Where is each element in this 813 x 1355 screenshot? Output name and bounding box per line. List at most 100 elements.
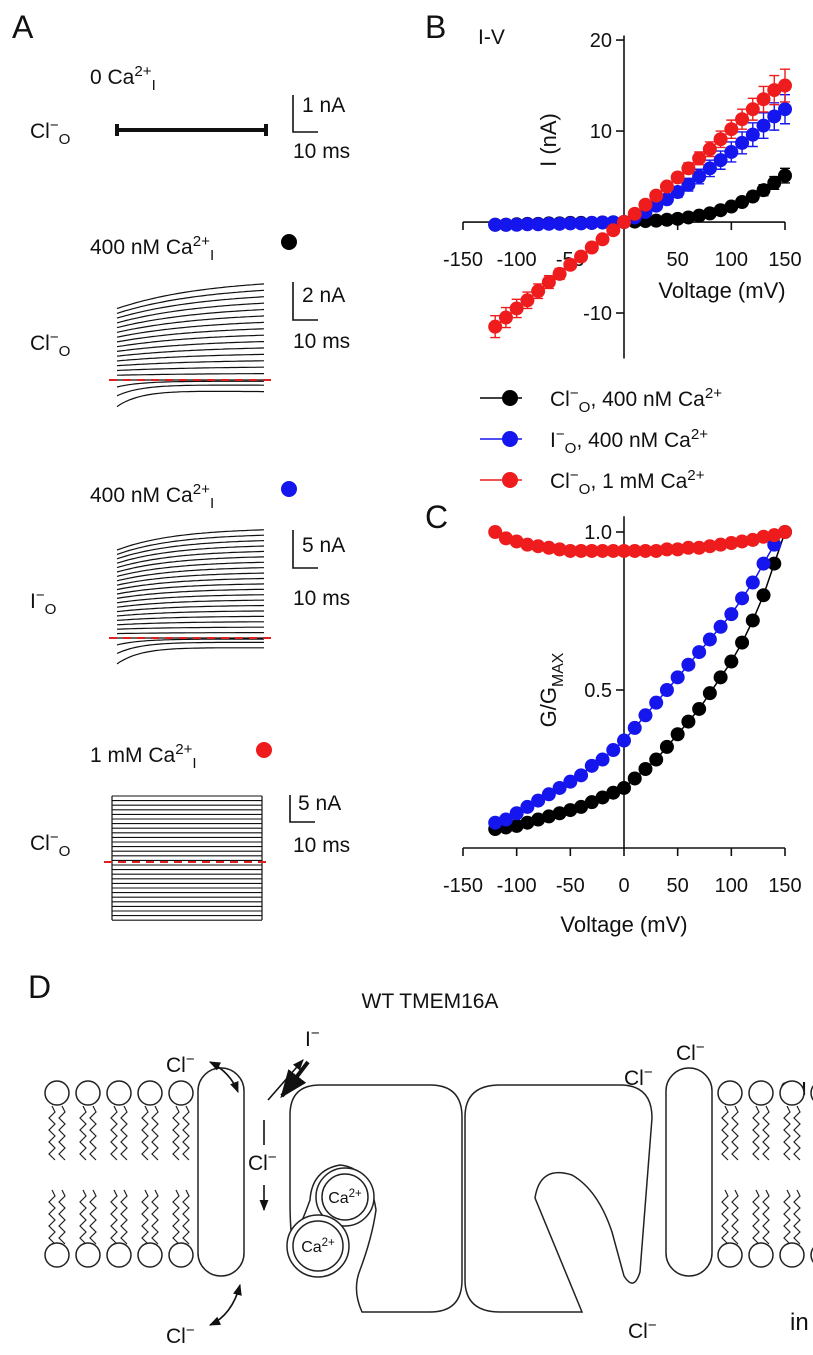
arrow	[208, 1283, 242, 1326]
data-point	[670, 670, 685, 685]
x-axis-label: Voltage (mV)	[658, 278, 785, 303]
data-point	[756, 556, 771, 571]
current-trace	[116, 353, 264, 362]
data-point	[756, 183, 771, 198]
data-point	[724, 607, 739, 622]
x-tick-label: -150	[443, 875, 483, 897]
data-point	[670, 184, 685, 199]
supscript: −	[268, 1149, 277, 1166]
current-trace	[115, 124, 268, 136]
data-point	[552, 806, 567, 821]
scale-current: 5 nA	[298, 792, 341, 815]
current-trace	[116, 302, 265, 324]
data-point	[713, 619, 728, 634]
data-point	[552, 542, 567, 557]
data-point	[531, 217, 546, 232]
supscript: 2+	[705, 385, 722, 402]
data-point	[756, 118, 771, 133]
x-tick-label: 100	[715, 249, 748, 271]
data-point	[659, 212, 674, 227]
supscript: 2+	[687, 467, 704, 484]
subscript: I	[210, 495, 214, 512]
legend-label: Cl−O, 1 mM Ca2+	[550, 467, 705, 499]
x-tick-label: 150	[768, 875, 801, 897]
data-point	[767, 556, 782, 571]
y-axis-label: I (nA)	[536, 113, 561, 167]
data-point	[638, 197, 653, 212]
data-point	[778, 525, 792, 539]
supscript: 2+	[322, 1237, 335, 1249]
current-trace	[116, 567, 264, 582]
data-point	[552, 216, 567, 231]
lipid-tail	[110, 1189, 128, 1245]
current-trace	[116, 321, 265, 338]
current-trace	[116, 556, 264, 573]
data-point	[735, 591, 750, 606]
lipid-head	[717, 1242, 743, 1268]
x-tick-label: 0	[618, 875, 629, 897]
text-segment: , 400 nM Ca	[590, 388, 705, 411]
supscript: −	[570, 385, 579, 402]
data-point	[563, 803, 578, 818]
current-trace	[116, 599, 265, 608]
data-point	[649, 695, 664, 710]
data-point	[520, 293, 535, 308]
lipid-tail	[172, 1105, 190, 1161]
data-point	[541, 809, 556, 824]
condition-dot	[281, 234, 297, 250]
data-point	[574, 799, 589, 814]
supscript: −	[556, 426, 565, 443]
text-segment: 1 mM Ca	[90, 744, 176, 767]
data-point	[649, 198, 664, 213]
text-segment: , 400 nM Ca	[576, 429, 691, 452]
data-point	[745, 102, 760, 117]
x-tick-label: 50	[667, 249, 689, 271]
data-point	[670, 727, 685, 742]
data-point	[509, 217, 524, 232]
scale-current: 5 nA	[302, 534, 345, 557]
protein-domain	[464, 1084, 653, 1313]
data-point	[595, 790, 610, 805]
current-trace	[116, 360, 264, 367]
data-point	[606, 543, 621, 558]
lipid-tail	[752, 1189, 770, 1245]
text-segment: Cl	[676, 1042, 696, 1065]
scale-bar	[289, 95, 318, 823]
text-segment: I	[305, 1028, 311, 1051]
calcium-label: Ca2+	[328, 1188, 362, 1207]
data-point	[498, 531, 513, 546]
data-point	[531, 812, 546, 827]
lipid-head	[75, 1080, 101, 1106]
data-point	[659, 739, 674, 754]
data-point	[574, 249, 589, 264]
subscript: O	[45, 601, 57, 618]
data-point	[713, 153, 728, 168]
data-point	[563, 543, 578, 558]
ion-label: Cl−	[166, 1322, 195, 1348]
data-point	[606, 743, 621, 758]
current-trace	[116, 577, 264, 591]
data-point	[745, 189, 760, 204]
data-point	[509, 301, 524, 316]
data-point	[584, 215, 599, 230]
data-point	[638, 543, 653, 558]
data-point	[509, 818, 524, 833]
ion-label: Cl−	[624, 1064, 653, 1090]
data-point	[724, 536, 739, 551]
data-point	[531, 284, 546, 299]
data-point	[745, 127, 760, 142]
text-segment: Cl	[30, 120, 50, 143]
condition-label: 1 mM Ca2+I	[90, 741, 197, 773]
lipid-head	[137, 1080, 163, 1106]
x-tick-label: -150	[443, 249, 483, 271]
subscript: MAX	[550, 652, 567, 687]
panel-a: 0 Ca2+I Cl−O 1 nA 10 ms 400 nM Ca2+I Cl−…	[30, 63, 350, 921]
condition-dot	[281, 481, 297, 497]
data-point	[681, 177, 696, 192]
current-trace	[116, 308, 265, 329]
data-point	[584, 543, 599, 558]
supscript: 2+	[691, 426, 708, 443]
data-point	[713, 203, 728, 218]
lipid-tail	[752, 1105, 770, 1161]
data-point	[681, 540, 696, 555]
